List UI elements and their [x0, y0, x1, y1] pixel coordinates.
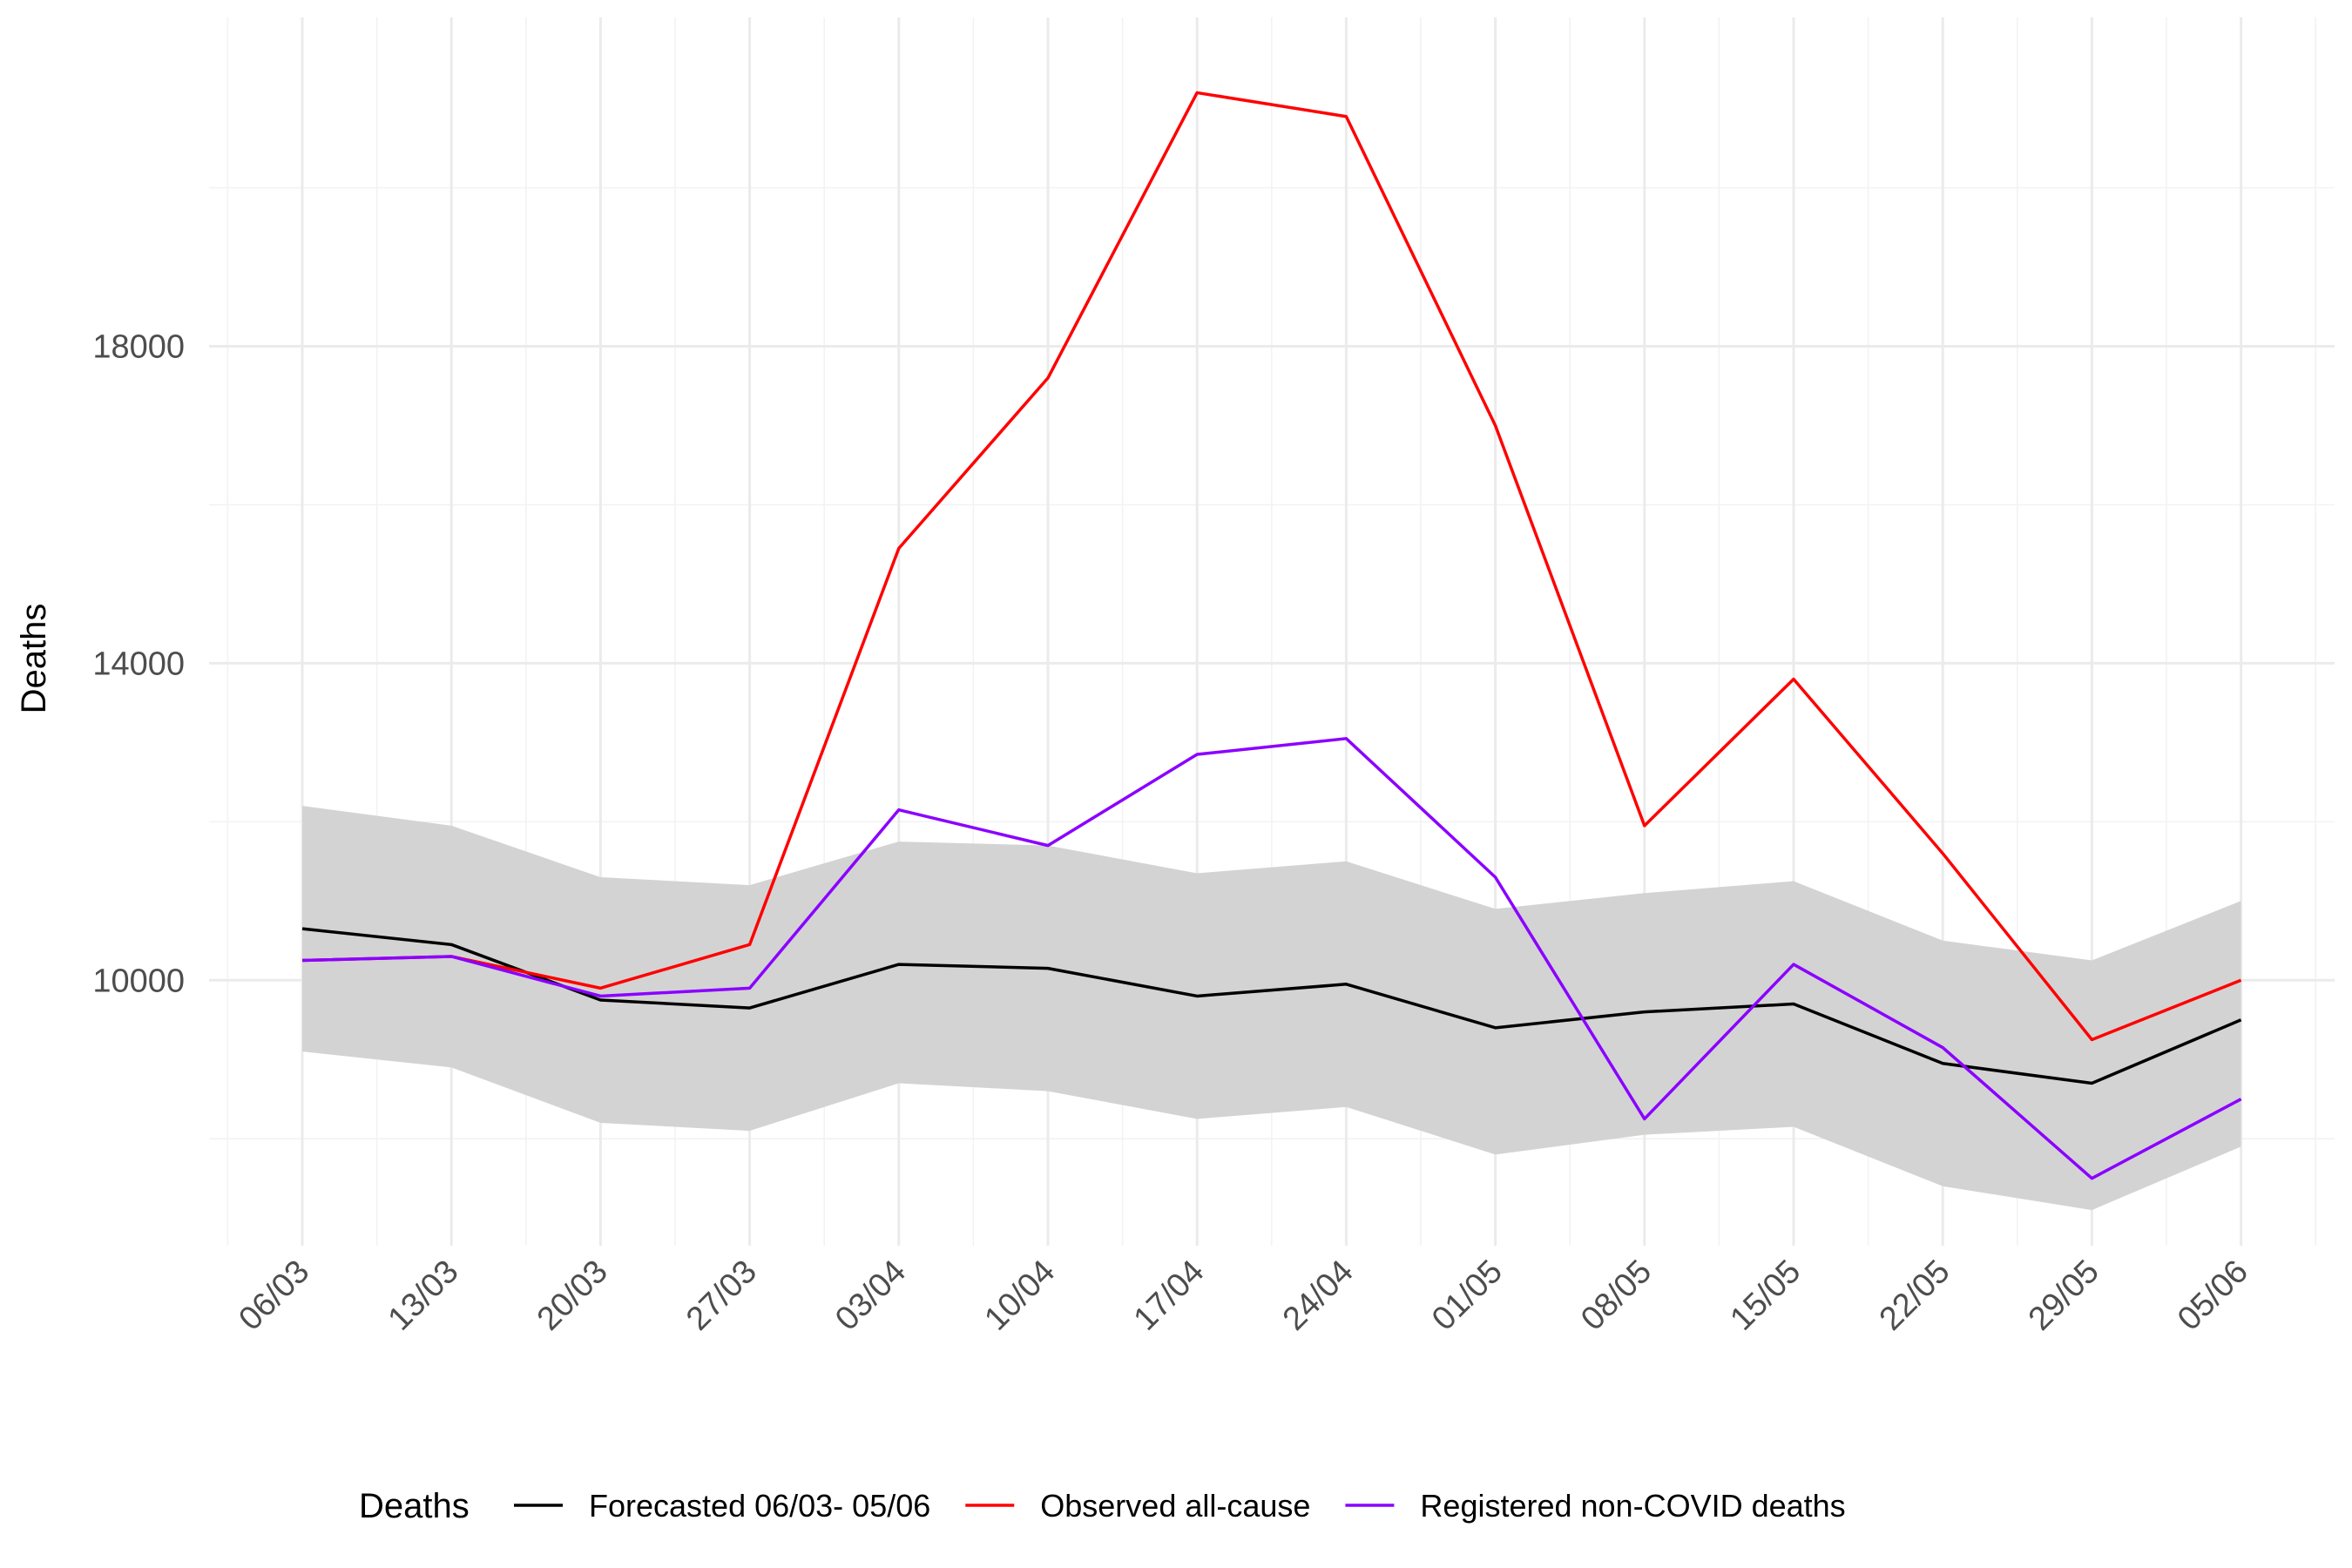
legend-label-2: Registered non-COVID deaths — [1420, 1488, 1845, 1524]
legend-label-1: Observed all-cause — [1040, 1488, 1310, 1524]
y-tick-label: 10000 — [92, 963, 185, 999]
y-tick-label: 14000 — [92, 645, 185, 682]
legend: Deaths Forecasted 06/03- 05/06 Observed a… — [359, 1487, 1846, 1525]
legend-title: Deaths — [359, 1487, 470, 1525]
series-lines — [301, 91, 2242, 1180]
y-tick-label: 18000 — [92, 329, 185, 366]
series-line-1 — [301, 91, 2242, 1042]
y-axis-title: Deaths — [15, 604, 53, 714]
y-axis-tick-labels: 10000 14000 18000 — [92, 329, 185, 1000]
series-line-0 — [301, 927, 2242, 1085]
forecast-interval-band — [302, 806, 2241, 1211]
legend-label-0: Forecasted 06/03- 05/06 — [589, 1488, 930, 1524]
legend-items: Forecasted 06/03- 05/06 Observed all-caus… — [514, 1488, 1846, 1524]
series-line-2 — [301, 737, 2242, 1180]
forecast-band-area — [302, 806, 2241, 1211]
